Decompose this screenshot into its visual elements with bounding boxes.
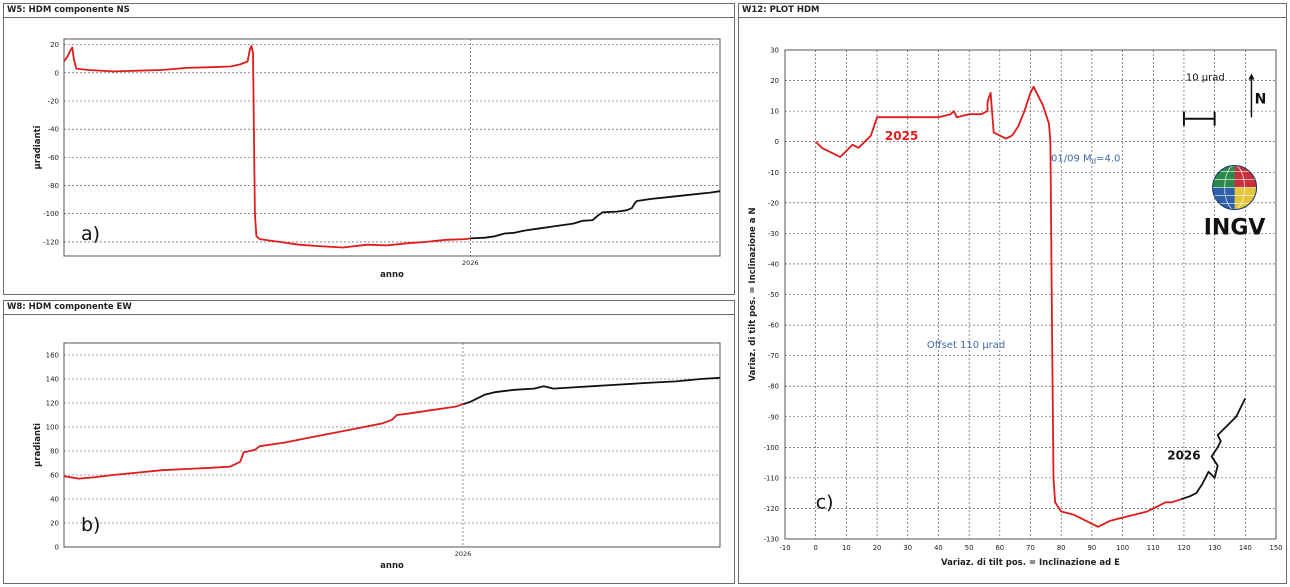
y-tick-label: 160: [46, 352, 59, 360]
y-tick-label: 0: [55, 69, 59, 77]
y-tick-label: -100: [43, 210, 59, 218]
y-tick-label: -40: [768, 260, 779, 268]
series-line-red: [815, 85, 1182, 528]
y-tick-label: 20: [50, 41, 59, 49]
x-tick-label: 120: [1177, 544, 1190, 552]
panel-title-ew: W8: HDM componente EW: [4, 301, 734, 315]
x-tick-label: 70: [1026, 544, 1035, 552]
chart-ew: 160 140 120 100 80 60 40 20 0 2026 anno µradianti b): [33, 342, 721, 571]
x-tick-label: 150: [1270, 544, 1283, 552]
globe-outline: [1212, 165, 1258, 211]
offset-annotation: Offset 110 µrad: [927, 340, 1005, 351]
y-tick-label: 100: [46, 424, 59, 432]
x-tick-label: 100: [1116, 544, 1129, 552]
y-tick-label: -120: [43, 238, 59, 246]
y-tick-label: -70: [768, 352, 779, 360]
series-line-black: [470, 190, 721, 240]
x-tick-label: 2026: [455, 550, 472, 558]
series-line-red: [63, 403, 464, 480]
x-axis-label: anno: [380, 561, 404, 571]
series-line-black: [1180, 397, 1247, 501]
y-tick-label: -10: [768, 169, 779, 177]
y-tick-label: 60: [50, 472, 59, 480]
x-tick-label: 80: [1057, 544, 1066, 552]
panel-label: b): [81, 514, 100, 536]
chart-hdm: -10 0 10 20 30 40 50 60 70 80 90 100 110 120 130 140 150…: [748, 47, 1283, 569]
y-tick-label: 20: [50, 520, 59, 528]
y-tick-label: 0: [55, 544, 59, 552]
y-tick-label: -80: [48, 182, 59, 190]
x-tick-label: 60: [995, 544, 1004, 552]
panel-label: a): [81, 223, 100, 245]
plot-area: [63, 342, 721, 548]
y-tick-label: -30: [768, 230, 779, 238]
globe-segment: [1234, 187, 1257, 210]
y-tick-label: 10: [770, 108, 779, 116]
y-tick-label: 80: [50, 448, 59, 456]
y-axis-label: Variaz. di tilt pos. = Inclinazione a N: [748, 207, 758, 381]
north-label: N: [1255, 91, 1267, 107]
y-tick-label: 140: [46, 376, 59, 384]
panel-ew: W8: HDM componente EW 160 140 120 100 80 60 40…: [3, 300, 735, 584]
panel-title-hdm: W12: PLOT HDM: [739, 4, 1286, 18]
x-tick-label: 0: [814, 544, 818, 552]
y-tick-label: 30: [770, 47, 779, 55]
y-tick-label: -60: [48, 154, 59, 162]
y-tick-label: 0: [775, 138, 779, 146]
x-tick-label: 20: [873, 544, 882, 552]
series-line-black: [462, 376, 721, 406]
event-annotation: 01/09 Md=4.0: [1051, 154, 1120, 166]
north-arrowhead-icon: [1248, 73, 1255, 80]
ingv-globe-logo: [1212, 165, 1258, 211]
plot-area: [63, 38, 721, 257]
y-tick-label: 40: [50, 496, 59, 504]
y-tick-label: -80: [768, 383, 779, 391]
x-tick-label: -10: [779, 544, 790, 552]
y-tick-label: -20: [48, 98, 59, 106]
panel-label: c): [816, 491, 834, 513]
globe-segment: [1212, 187, 1235, 210]
ingv-logo-text: INGV: [1204, 216, 1266, 241]
scale-label: 10 µrad: [1186, 73, 1225, 84]
x-axis-label: Variaz. di tilt pos. = Inclinazione ad E: [941, 558, 1120, 568]
y-tick-label: 20: [770, 77, 779, 85]
panel-ns: W5: HDM componente NS 20 0 -20 -40 -60 -80 -10…: [3, 3, 735, 295]
panel-title-ns: W5: HDM componente NS: [4, 4, 734, 18]
x-tick-label: 30: [903, 544, 912, 552]
year-label-2025: 2025: [885, 129, 918, 143]
x-tick-label: 110: [1147, 544, 1160, 552]
series-line-red: [63, 45, 471, 249]
y-tick-label: -50: [768, 291, 779, 299]
y-tick-label: -120: [764, 505, 779, 513]
y-tick-label: -40: [48, 126, 59, 134]
x-axis-label: anno: [380, 270, 404, 280]
y-tick-label: -20: [768, 199, 779, 207]
y-axis-label: µradianti: [33, 125, 43, 169]
x-tick-label: 90: [1088, 544, 1097, 552]
x-tick-label: 50: [965, 544, 974, 552]
y-tick-label: -60: [768, 322, 779, 330]
x-tick-label: 10: [842, 544, 851, 552]
y-tick-label: 120: [46, 400, 59, 408]
panel-hdm: W12: PLOT HDM -10 0 10 20 30 40 50 60 70 80 90 100 1…: [738, 3, 1287, 584]
x-tick-label: 2026: [462, 259, 479, 267]
y-tick-label: -100: [764, 444, 779, 452]
chart-ns: 20 0 -20 -40 -60 -80 -100 -120 2026 anno µradianti…: [33, 38, 721, 280]
y-tick-label: -110: [764, 474, 779, 482]
y-tick-label: -90: [768, 413, 779, 421]
year-label-2026: 2026: [1167, 449, 1200, 463]
x-tick-label: 40: [934, 544, 943, 552]
x-tick-label: 140: [1239, 544, 1252, 552]
y-axis-label: µradianti: [33, 423, 43, 467]
y-tick-label: -130: [764, 536, 779, 544]
globe-segment: [1234, 165, 1257, 188]
x-tick-label: 130: [1208, 544, 1221, 552]
